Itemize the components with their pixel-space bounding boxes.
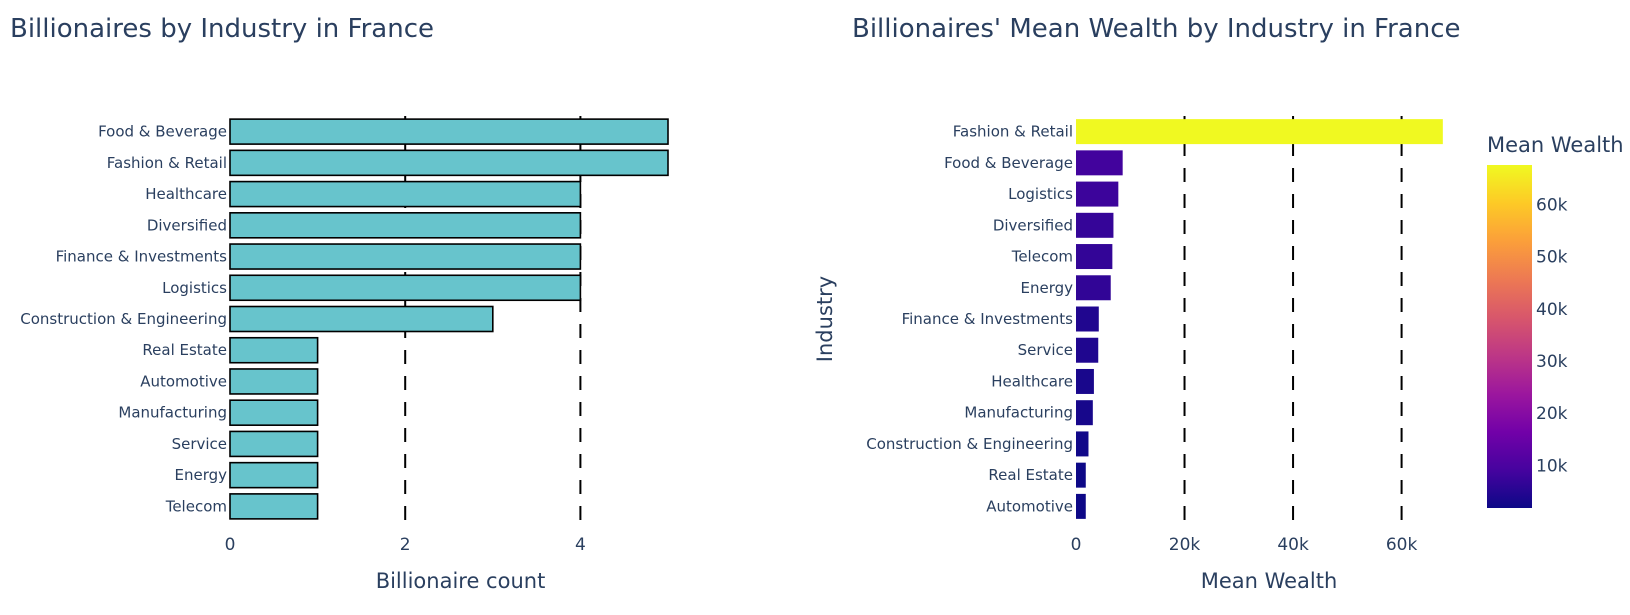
count-bar-fashion-and-retail xyxy=(229,149,669,177)
left-chart-count: Food & Beverage Fashion & Retail Healthcar… xyxy=(20,116,669,593)
wealth-category-label: Telecom xyxy=(1011,248,1073,266)
colorbar-tick-label: 40k xyxy=(1536,300,1568,320)
wealth-category-label: Service xyxy=(1018,341,1073,359)
wealth-xtick-label: 0 xyxy=(1071,535,1082,555)
count-xtick-label: 4 xyxy=(575,535,586,555)
count-bar-service xyxy=(229,430,319,458)
count-category-label: Telecom xyxy=(165,497,227,515)
wealth-bar-energy xyxy=(1076,275,1111,301)
count-category-label: Energy xyxy=(174,466,227,484)
count-xaxis-title: Billionaire count xyxy=(376,569,546,593)
count-category-label: Diversified xyxy=(147,216,227,234)
colorbar-gradient xyxy=(1487,165,1532,508)
count-bar-telecom xyxy=(229,493,319,520)
wealth-category-label: Logistics xyxy=(1008,185,1073,203)
colorbar: Mean Wealth 10k 20k 30k 40k 50k 60k xyxy=(1487,133,1624,508)
count-category-label: Service xyxy=(172,435,227,453)
count-bar-healthcare xyxy=(229,180,582,208)
wealth-xtick-label: 40k xyxy=(1277,535,1309,555)
count-bar-construction-and-engineering xyxy=(229,305,494,333)
wealth-xtick-label: 60k xyxy=(1386,535,1418,555)
wealth-category-label: Fashion & Retail xyxy=(953,123,1073,141)
wealth-category-label: Real Estate xyxy=(988,466,1073,484)
colorbar-tick-label: 10k xyxy=(1536,456,1568,476)
count-category-label: Real Estate xyxy=(142,341,227,359)
wealth-bar-diversified xyxy=(1076,212,1114,238)
wealth-bar-service xyxy=(1076,337,1099,363)
count-bar-diversified xyxy=(229,212,582,239)
count-xtick-label: 2 xyxy=(400,535,411,555)
count-bar-food-and-beverage xyxy=(229,118,669,145)
count-category-label: Manufacturing xyxy=(118,404,227,422)
wealth-bar-logistics xyxy=(1076,181,1119,207)
chart-title-mean-wealth: Billionaires' Mean Wealth by Industry in… xyxy=(852,14,1461,44)
wealth-bar-manufacturing xyxy=(1076,400,1093,426)
wealth-bar-real-estate xyxy=(1076,462,1086,488)
wealth-category-label: Food & Beverage xyxy=(944,154,1073,172)
count-category-label: Fashion & Retail xyxy=(107,154,227,172)
count-bar-energy xyxy=(229,461,319,489)
count-category-label: Food & Beverage xyxy=(98,123,227,141)
wealth-bar-telecom xyxy=(1076,244,1113,270)
wealth-category-label: Automotive xyxy=(986,497,1073,515)
count-category-label: Logistics xyxy=(162,279,227,297)
colorbar-tick-label: 30k xyxy=(1536,352,1568,372)
wealth-bar-automotive xyxy=(1076,493,1086,519)
right-chart-mean-wealth: Fashion & Retail Food & Beverage Logistics… xyxy=(813,116,1443,593)
count-bar-finance-and-investments xyxy=(229,243,582,270)
wealth-bar-construction-and-engineering xyxy=(1076,431,1089,457)
colorbar-tick-label: 20k xyxy=(1536,404,1568,424)
count-bar-automotive xyxy=(229,368,319,395)
wealth-category-label: Manufacturing xyxy=(964,404,1073,422)
wealth-xaxis-title: Mean Wealth xyxy=(1201,569,1338,593)
count-category-label: Automotive xyxy=(140,372,227,390)
count-bar-logistics xyxy=(229,274,582,302)
wealth-category-label: Construction & Engineering xyxy=(866,435,1073,453)
count-category-label: Construction & Engineering xyxy=(20,310,227,328)
colorbar-tick-label: 60k xyxy=(1536,196,1568,216)
count-xtick-label: 0 xyxy=(225,535,236,555)
count-bar-real-estate xyxy=(229,336,319,364)
colorbar-title: Mean Wealth xyxy=(1487,133,1624,157)
wealth-bar-fashion-and-retail xyxy=(1076,119,1443,145)
wealth-category-label: Energy xyxy=(1020,279,1073,297)
wealth-bar-healthcare xyxy=(1076,368,1094,394)
colorbar-tick-label: 50k xyxy=(1536,248,1568,268)
wealth-yaxis-title: Industry xyxy=(813,276,837,362)
count-category-label: Healthcare xyxy=(145,185,227,203)
count-category-label: Finance & Investments xyxy=(56,248,228,266)
count-bar-manufacturing xyxy=(229,399,319,426)
wealth-category-label: Diversified xyxy=(993,216,1073,234)
wealth-xtick-label: 20k xyxy=(1169,535,1201,555)
wealth-bar-food-and-beverage xyxy=(1076,150,1123,176)
wealth-bar-finance-and-investments xyxy=(1076,306,1099,332)
wealth-category-label: Healthcare xyxy=(991,372,1073,390)
chart-title-billionaires-count: Billionaires by Industry in France xyxy=(10,14,434,44)
wealth-category-label: Finance & Investments xyxy=(902,310,1074,328)
